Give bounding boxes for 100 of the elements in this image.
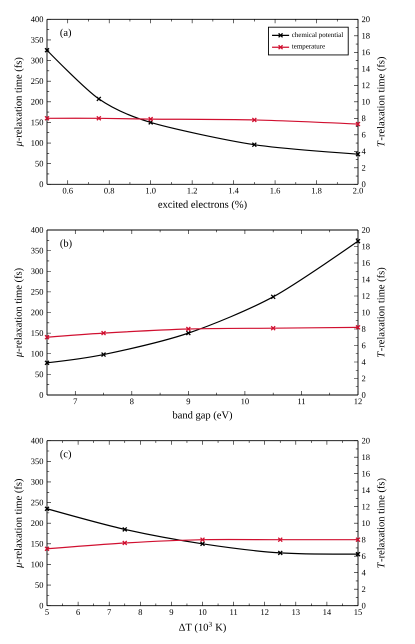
y-axis-title: μ-relaxation time (fs) <box>14 58 24 146</box>
x-tick-label: 7 <box>108 609 112 615</box>
x-tick-label: 5 <box>45 609 49 615</box>
y-tick-label: 50 <box>35 160 44 167</box>
x-tick-label: 11 <box>298 398 306 404</box>
y-tick-label: 0 <box>40 181 44 188</box>
x-tick-label: 1.2 <box>188 188 197 194</box>
y2-axis-title: T-relaxation time (fs) <box>376 478 387 568</box>
y2-tick-label: 18 <box>362 454 370 460</box>
y2-tick-label: 16 <box>362 260 370 266</box>
y2-tick-label: 2 <box>362 586 366 592</box>
x-tick-label: 12 <box>261 609 268 615</box>
y2-tick-label: 10 <box>362 310 370 316</box>
y2-tick-label: 10 <box>362 98 370 105</box>
y-tick-label: 300 <box>31 58 44 64</box>
x-tick-label: 9 <box>170 609 174 615</box>
y2-tick-label: 2 <box>362 164 366 171</box>
y2-tick-label: 12 <box>362 504 370 510</box>
point <box>100 352 106 358</box>
y-tick-label: 250 <box>31 500 44 506</box>
annotation: (a) <box>60 28 72 38</box>
y-tick-label: 300 <box>31 479 44 485</box>
point <box>186 326 191 332</box>
y2-tick-label: 4 <box>362 359 366 365</box>
x-tick-label: 2.0 <box>353 188 363 194</box>
y-axis-title: μ-relaxation time (fs) <box>14 268 24 358</box>
x-tick-label: 12 <box>354 398 362 404</box>
y2-tick-label: 0 <box>362 181 366 188</box>
x-tick-label: 0.6 <box>62 188 73 194</box>
y-tick-label: 150 <box>31 330 44 336</box>
y-tick-label: 150 <box>31 120 44 126</box>
y2-tick-label: 8 <box>362 536 366 543</box>
y-tick-label: 200 <box>31 98 44 105</box>
x-tick-label: 1.6 <box>270 188 280 194</box>
y-tick-label: 400 <box>30 16 44 22</box>
y-tick-label: 250 <box>31 289 44 295</box>
y-tick-label: 400 <box>30 227 44 233</box>
y2-tick-label: 0 <box>362 602 366 609</box>
y2-tick-label: 14 <box>362 66 370 72</box>
y2-tick-label: 14 <box>362 487 370 493</box>
y2-tick-label: 8 <box>362 115 366 122</box>
y2-tick-label: 12 <box>362 82 370 88</box>
y2-tick-label: 20 <box>362 438 370 444</box>
x-tick-label: 15 <box>354 609 362 615</box>
y-tick-label: 350 <box>31 37 44 43</box>
annotation: (c) <box>60 450 72 460</box>
y-tick-label: 250 <box>31 78 44 84</box>
y2-tick-label: 18 <box>362 244 370 250</box>
point <box>148 120 154 126</box>
x-tick-label: 7 <box>74 398 78 404</box>
x-tick-label: 9 <box>186 398 190 404</box>
x-tick-label: 6 <box>76 609 80 615</box>
y-tick-label: 100 <box>31 562 44 568</box>
x-tick-label: 0.8 <box>104 188 114 194</box>
y2-axis-title: T-relaxation time (fs) <box>376 57 387 146</box>
y-tick-label: 50 <box>35 582 44 588</box>
x-tick-label: 11 <box>230 609 238 615</box>
y-tick-label: 350 <box>31 248 44 254</box>
point <box>122 540 128 546</box>
y2-tick-label: 6 <box>362 342 366 348</box>
y-tick-label: 0 <box>40 602 44 609</box>
point <box>278 537 283 542</box>
y2-tick-label: 10 <box>362 520 370 526</box>
y-tick-label: 150 <box>31 540 44 547</box>
annotation: (b) <box>60 239 72 249</box>
y-tick-label: 350 <box>31 458 44 464</box>
x-axis-title: ΔT (10$^{3}$ K) <box>179 622 226 633</box>
y2-tick-label: 4 <box>362 148 366 154</box>
x-tick-label: 8 <box>138 609 142 615</box>
y2-tick-label: 6 <box>362 553 366 560</box>
y-tick-label: 50 <box>35 372 44 378</box>
x-axis-title: excited electrons (%) <box>158 200 247 210</box>
point <box>270 294 276 300</box>
y2-tick-label: 20 <box>362 227 370 233</box>
y2-axis-title: T-relaxation time (fs) <box>376 268 387 358</box>
y2-tick-label: 0 <box>362 392 366 398</box>
y-tick-label: 100 <box>31 350 44 357</box>
point <box>270 326 276 331</box>
x-tick-label: 10 <box>199 609 206 615</box>
x-tick-label: 13 <box>292 609 300 615</box>
point <box>278 550 283 556</box>
y2-tick-label: 6 <box>362 132 366 138</box>
x-tick-label: 1.0 <box>146 188 156 194</box>
y-tick-label: 0 <box>40 392 44 398</box>
point <box>200 537 206 542</box>
y-axis-title: μ-relaxation time (fs) <box>14 479 24 568</box>
x-tick-label: 1.8 <box>312 188 322 194</box>
y2-tick-label: 18 <box>362 32 370 39</box>
y2-tick-label: 20 <box>362 16 370 22</box>
y-tick-label: 400 <box>30 438 44 444</box>
x-axis-title: band gap (eV) <box>172 411 232 421</box>
point <box>96 96 102 102</box>
y2-tick-label: 4 <box>362 570 366 576</box>
x-tick-label: 8 <box>130 398 134 404</box>
x-tick-label: 14 <box>323 609 332 615</box>
y-tick-label: 200 <box>31 310 44 316</box>
point <box>122 526 128 532</box>
point <box>252 142 257 148</box>
x-tick-label: 1.4 <box>229 188 239 194</box>
y2-tick-label: 8 <box>362 326 366 332</box>
